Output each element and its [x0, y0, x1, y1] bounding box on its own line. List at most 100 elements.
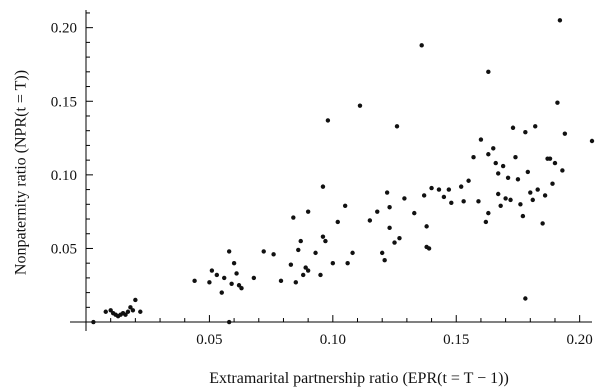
data-point [367, 218, 373, 223]
data-point [392, 240, 397, 245]
data-point [505, 175, 511, 181]
data-point [402, 196, 407, 201]
data-point [421, 193, 427, 198]
data-point [214, 272, 220, 278]
data-point [496, 191, 501, 197]
y-ticks: 0.05 0.10 0.15 0.20 [51, 12, 93, 308]
data-point [589, 138, 595, 144]
data-point [461, 199, 466, 204]
data-point [325, 118, 331, 123]
data-point [471, 154, 476, 160]
data-point [271, 252, 276, 257]
data-point [426, 246, 432, 251]
data-point [436, 187, 442, 192]
data-point [518, 202, 523, 207]
data-point [231, 260, 237, 266]
data-point [345, 260, 350, 266]
data-point [493, 160, 498, 166]
data-point [555, 100, 560, 105]
x-ticks: 0.05 0.10 0.15 0.20 [110, 315, 593, 348]
y-tick-label: 0.10 [51, 168, 77, 184]
axes [70, 10, 592, 331]
data-point [133, 297, 138, 303]
data-point [560, 168, 565, 173]
data-point [466, 178, 471, 183]
data-point [305, 268, 311, 273]
data-point [384, 190, 390, 195]
data-point [303, 265, 308, 270]
data-point [486, 210, 491, 216]
data-point [123, 312, 128, 317]
data-point [357, 103, 363, 108]
data-point [550, 181, 555, 186]
data-point [138, 309, 143, 314]
data-point [476, 199, 481, 204]
y-tick-label: 0.15 [51, 94, 77, 110]
data-point [103, 309, 108, 314]
data-point [419, 43, 424, 48]
data-point [323, 238, 328, 244]
data-point [486, 69, 491, 75]
data-point [533, 124, 538, 129]
data-point [293, 280, 299, 285]
data-point [375, 209, 380, 214]
data-point [503, 196, 508, 201]
data-point [557, 18, 563, 23]
data-point [209, 268, 215, 273]
data-point [236, 283, 242, 288]
data-point [226, 249, 232, 254]
y-axis-title: Nonpaternity ratio (NPR(t = T)) [13, 70, 30, 275]
data-point [412, 210, 417, 216]
y-tick-label: 0.05 [51, 241, 77, 257]
data-point [500, 163, 506, 169]
data-point [513, 154, 518, 160]
x-tick-label: 0.10 [320, 332, 346, 348]
data-point [547, 156, 553, 161]
data-point [496, 171, 501, 176]
data-point [458, 184, 464, 189]
x-axis-title: Extramarital partnership ratio (EPR(t = … [209, 370, 509, 387]
data-point [234, 271, 239, 276]
data-point [108, 308, 113, 313]
data-point [491, 146, 496, 151]
data-point [130, 308, 136, 313]
data-point [483, 219, 489, 225]
data-point [291, 215, 296, 220]
data-point [382, 258, 387, 263]
data-point [498, 203, 503, 208]
data-point [486, 152, 491, 157]
data-point [441, 194, 447, 200]
data-point [552, 160, 558, 166]
data-point [229, 281, 234, 286]
data-point [239, 286, 244, 291]
data-point [530, 197, 535, 203]
data-point [278, 278, 284, 284]
data-point [535, 187, 540, 192]
data-point [330, 260, 336, 266]
data-point [207, 280, 212, 285]
data-point [478, 137, 484, 142]
data-point [540, 221, 545, 226]
data-point [320, 184, 326, 189]
data-point [446, 187, 452, 192]
x-tick-label: 0.15 [443, 332, 469, 348]
data-point [128, 305, 133, 310]
data-point [515, 177, 521, 182]
data-point [394, 124, 400, 129]
data-point [542, 193, 548, 198]
data-point [523, 129, 528, 135]
data-point [296, 247, 301, 253]
data-point [219, 290, 224, 295]
data-point [508, 197, 513, 203]
data-point [313, 250, 318, 256]
data-point [510, 125, 516, 130]
data-point [523, 296, 528, 301]
data-point [335, 219, 340, 225]
data-point [449, 200, 454, 206]
data-point [288, 262, 294, 267]
data-point [301, 272, 306, 278]
data-point [222, 275, 227, 281]
data-point [387, 205, 392, 210]
data-point [562, 131, 568, 136]
